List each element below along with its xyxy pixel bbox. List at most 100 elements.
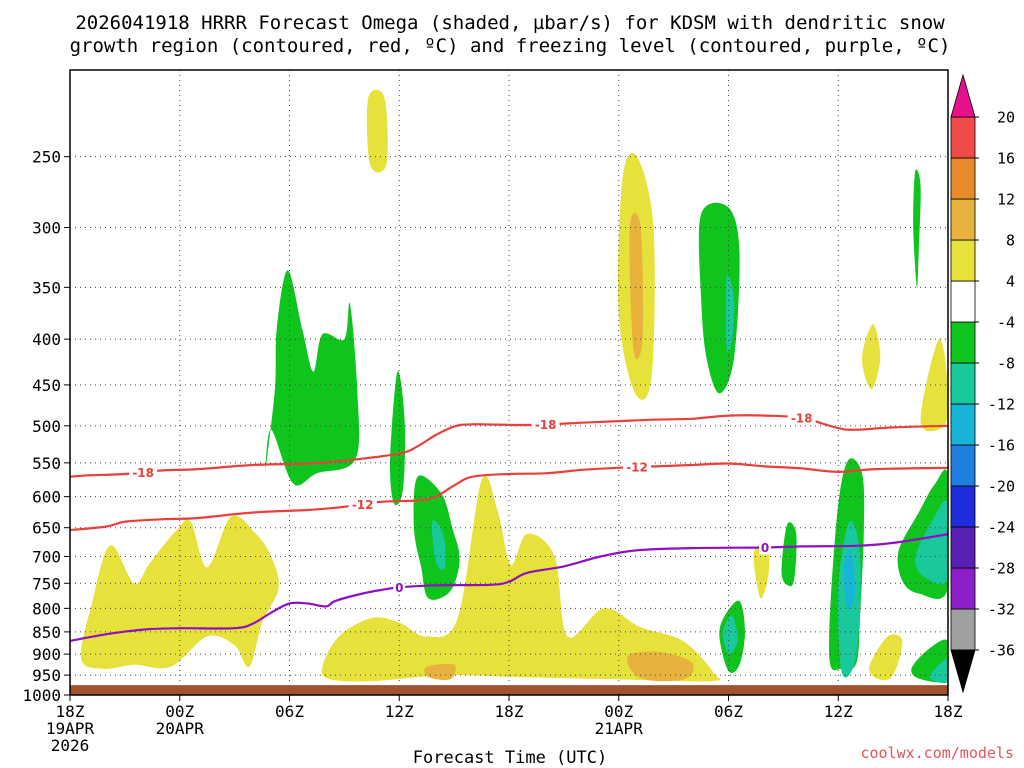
omega-region-sinking bbox=[431, 520, 446, 570]
contour-label-box bbox=[623, 460, 652, 475]
y-tick-label: 700 bbox=[32, 547, 61, 566]
x-tick-label: 19APR bbox=[46, 719, 95, 738]
colorbar-label: -28 bbox=[988, 560, 1015, 578]
colorbar-label: 4 bbox=[1006, 273, 1015, 291]
y-tick-label: 300 bbox=[32, 218, 61, 237]
x-tick-label: 20APR bbox=[156, 719, 205, 738]
contour-label: 0 bbox=[395, 581, 403, 595]
y-tick-label: 650 bbox=[32, 519, 61, 538]
colorbar-segment bbox=[950, 239, 976, 282]
colorbar-label: -16 bbox=[988, 437, 1015, 455]
colorbar-label: 16 bbox=[997, 150, 1015, 168]
colorbar-segment bbox=[950, 157, 976, 200]
colorbar-label: -8 bbox=[997, 355, 1015, 373]
title-line-1: 2026041918 HRRR Forecast Omega (shaded, … bbox=[75, 12, 945, 34]
omega-region-sinking bbox=[843, 549, 855, 610]
colorbar-label: -36 bbox=[988, 642, 1015, 660]
omega-region-rising bbox=[321, 475, 721, 682]
colorbar-segment bbox=[950, 403, 976, 446]
x-tick-label: 21APR bbox=[595, 719, 644, 738]
y-tick-label: 1000 bbox=[22, 686, 61, 705]
omega-region-rising bbox=[861, 324, 881, 390]
colorbar-segment bbox=[950, 198, 976, 241]
colorbar-label: -20 bbox=[988, 478, 1015, 496]
x-tick-label: 12Z bbox=[385, 702, 414, 721]
omega-region-sinking bbox=[913, 169, 921, 288]
colorbar-label: -32 bbox=[988, 601, 1015, 619]
y-tick-label: 550 bbox=[32, 454, 61, 473]
x-tick-label: 00Z bbox=[604, 702, 633, 721]
y-tick-label: 250 bbox=[32, 148, 61, 167]
x-tick-label: 18Z bbox=[56, 702, 85, 721]
omega-region-sinking bbox=[722, 615, 738, 655]
title-line-2: growth region (contoured, red, ºC) and f… bbox=[70, 35, 951, 57]
x-tick-label: 12Z bbox=[824, 702, 853, 721]
y-tick-label: 750 bbox=[32, 574, 61, 593]
contour-label-box bbox=[129, 465, 158, 480]
colorbar-label: -12 bbox=[988, 396, 1015, 414]
contour-labels: -18 -18 -18 -12 -12 0 0 bbox=[129, 410, 816, 595]
colorbar-segment bbox=[950, 116, 976, 159]
contour-line--12 bbox=[70, 462, 948, 532]
contour-label: -18 bbox=[535, 418, 557, 432]
colorbar-segment bbox=[950, 321, 976, 364]
x-axis-label: Forecast Time (UTC) bbox=[413, 748, 607, 768]
y-tick-label: 850 bbox=[32, 623, 61, 642]
y-tick-label: 600 bbox=[32, 488, 61, 507]
y-tick-label: 900 bbox=[32, 645, 61, 664]
y-tick-label: 800 bbox=[32, 599, 61, 618]
y-tick-label: 950 bbox=[32, 666, 61, 685]
x-tick-label: 00Z bbox=[165, 702, 194, 721]
colorbar-label: 20 bbox=[997, 109, 1015, 127]
x-tick-label: 2026 bbox=[51, 736, 90, 755]
omega-region-rising bbox=[753, 543, 770, 599]
omega-region-rising bbox=[366, 89, 388, 173]
colorbar-segment bbox=[950, 608, 976, 651]
colorbar-label: -24 bbox=[988, 519, 1015, 537]
y-tick-label: 450 bbox=[32, 376, 61, 395]
contour-label: -18 bbox=[132, 466, 154, 480]
contour-label: -12 bbox=[352, 498, 374, 512]
colorbar-label: 8 bbox=[1006, 232, 1015, 250]
colorbar-segment bbox=[950, 485, 976, 528]
contour-label-box bbox=[348, 497, 377, 512]
x-tick-label: 18Z bbox=[934, 702, 963, 721]
x-tick-label: 18Z bbox=[495, 702, 524, 721]
contour-label-box bbox=[759, 540, 772, 555]
omega-region-sinking bbox=[929, 658, 948, 684]
colorbar-segment bbox=[950, 444, 976, 487]
omega-region-sinking bbox=[725, 274, 735, 353]
colorbar-segment bbox=[950, 362, 976, 405]
y-axis-ticks: 250 300 350 400 450 500 550 600 650 700 750 800 850 9… bbox=[22, 148, 70, 705]
omega-region-rising bbox=[424, 663, 456, 680]
colorbar-bottom-arrow bbox=[950, 649, 976, 694]
contour-label: 0 bbox=[761, 541, 769, 555]
colorbar-label: -4 bbox=[997, 314, 1015, 332]
y-tick-label: 350 bbox=[32, 278, 61, 297]
watermark: coolwx.com/models bbox=[860, 744, 1014, 762]
x-tick-label: 06Z bbox=[275, 702, 304, 721]
contour-label-box bbox=[531, 417, 560, 432]
omega-region-sinking bbox=[781, 522, 797, 587]
y-tick-label: 400 bbox=[32, 330, 61, 349]
contour-label-box bbox=[393, 580, 406, 595]
x-tick-label: 06Z bbox=[714, 702, 743, 721]
contour-label: -18 bbox=[791, 411, 813, 425]
omega-region-sinking bbox=[265, 270, 360, 486]
omega-region-rising bbox=[869, 634, 903, 681]
omega-region-sinking bbox=[915, 500, 948, 585]
colorbar-segment bbox=[950, 526, 976, 569]
colorbar-label: 12 bbox=[997, 191, 1015, 209]
omega-region-rising bbox=[920, 339, 948, 432]
colorbar-segment bbox=[950, 280, 976, 323]
y-tick-label: 500 bbox=[32, 417, 61, 436]
omega-region-rising bbox=[627, 651, 694, 682]
omega-region-rising bbox=[629, 212, 644, 360]
contour-label-box bbox=[787, 410, 816, 425]
colorbar-top-arrow bbox=[950, 73, 976, 118]
colorbar: 20 16 12 8 4 -4 -8 -12 -16 -20 -24 -28 -32 -36 bbox=[950, 73, 1015, 694]
omega-region-sinking bbox=[389, 371, 406, 506]
contour-label: -12 bbox=[626, 461, 648, 475]
